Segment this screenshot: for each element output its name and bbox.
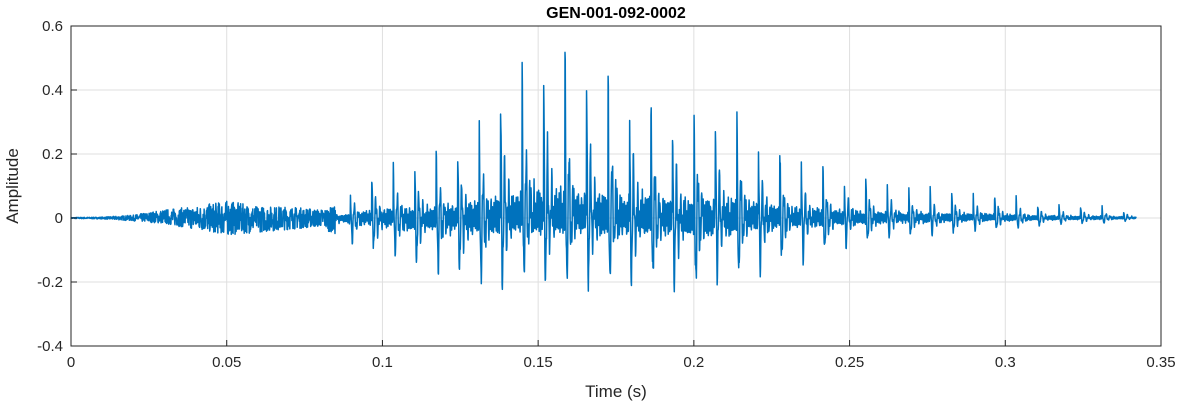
waveform-series-line [70, 51, 1137, 293]
y-tick-label: 0.4 [42, 82, 63, 99]
y-tick-label: 0.6 [42, 18, 63, 35]
x-tick-label: 0.05 [212, 354, 241, 371]
chart-title: GEN-001-092-0002 [546, 5, 686, 22]
x-tick-label: 0.3 [995, 354, 1016, 371]
x-axis-ticks: 0 0.05 0.1 0.15 0.2 0.25 0.3 0.35 [67, 340, 1176, 371]
y-tick-label: -0.4 [37, 338, 63, 355]
plot-frame [70, 25, 1162, 347]
x-tick-label: 0.2 [683, 354, 704, 371]
x-tick-label: 0 [67, 354, 75, 371]
y-tick-label: -0.2 [37, 274, 63, 291]
y-axis-label: Amplitude [3, 148, 22, 224]
y-axis-ticks: 0.6 0.4 0.2 0 -0.2 -0.4 [37, 18, 77, 355]
y-tick-label: 0 [55, 210, 63, 227]
x-tick-label: 0.25 [835, 354, 864, 371]
x-tick-label: 0.1 [372, 354, 393, 371]
x-axis-label: Time (s) [585, 382, 647, 401]
x-tick-label: 0.35 [1146, 354, 1175, 371]
y-tick-label: 0.2 [42, 146, 63, 163]
x-tick-label: 0.15 [524, 354, 553, 371]
